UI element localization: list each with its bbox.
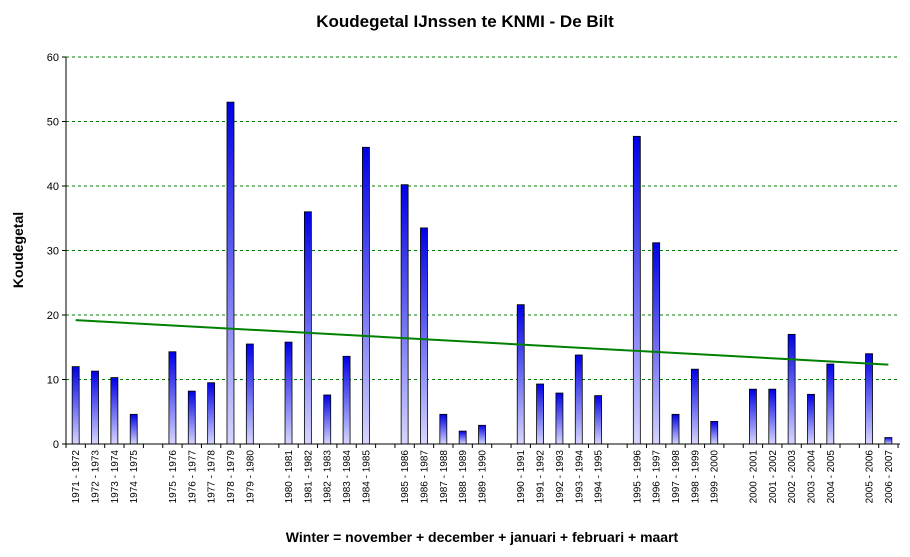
y-tick-label: 10	[47, 375, 59, 387]
bar	[652, 242, 661, 445]
x-tick-label: 1984 - 1985	[361, 450, 372, 504]
bar	[245, 343, 254, 445]
x-tick-label: 2006 - 2007	[884, 450, 895, 504]
x-tick-label: 1987 - 1988	[439, 450, 450, 504]
grid	[66, 56, 900, 380]
x-tick-label: 1973 - 1974	[110, 450, 121, 504]
y-tick-label: 40	[47, 181, 59, 193]
bar	[632, 135, 641, 445]
bar	[400, 184, 409, 445]
bar	[342, 355, 351, 445]
bar	[168, 351, 177, 445]
x-tick-label: 1975 - 1976	[168, 450, 179, 504]
x-tick-label: 1998 - 1999	[690, 450, 701, 504]
bar	[71, 366, 80, 445]
y-tick-label: 0	[53, 439, 59, 451]
bar	[749, 388, 757, 445]
x-tick-label: 1978 - 1979	[226, 450, 237, 504]
bar	[671, 413, 680, 445]
x-tick-label: 1995 - 1996	[632, 450, 643, 504]
x-tick-label: 1989 - 1990	[478, 450, 489, 504]
x-tick-label: 1988 - 1989	[458, 450, 469, 504]
bar	[323, 394, 332, 445]
bar	[536, 383, 544, 445]
bar	[787, 333, 796, 445]
bar	[284, 341, 293, 445]
bar	[110, 377, 119, 445]
bar	[690, 368, 699, 445]
x-ticks: 1971 - 1972 1972 - 1973 1973 - 1974 1974 - …	[65, 444, 899, 504]
x-tick-label: 1976 - 1977	[187, 450, 198, 504]
x-tick-label: 2000 - 2001	[748, 450, 759, 504]
x-tick-label: 1979 - 1980	[245, 450, 256, 504]
x-tick-label: 1992 - 1993	[555, 450, 566, 504]
bar	[884, 437, 893, 445]
bar	[207, 382, 216, 445]
x-tick-label: 1980 - 1981	[284, 450, 295, 504]
x-tick-label: 1985 - 1986	[400, 450, 411, 504]
y-tick-label: 60	[47, 52, 59, 64]
trendline	[75, 319, 889, 366]
bar	[129, 413, 138, 445]
bar	[826, 363, 835, 445]
x-tick-label: 1994 - 1995	[594, 450, 605, 504]
y-ticks: 0 10 20 30 40 50 60	[47, 52, 66, 451]
bar	[478, 424, 486, 445]
bar	[91, 370, 99, 445]
y-tick-label: 20	[47, 310, 59, 322]
y-tick-label: 30	[47, 246, 59, 258]
bar	[420, 227, 428, 445]
bar	[555, 392, 564, 445]
bar	[187, 390, 196, 445]
bar	[516, 304, 525, 445]
bar	[439, 413, 448, 445]
x-tick-label: 1977 - 1978	[207, 450, 218, 504]
bar	[710, 421, 719, 445]
bar	[807, 393, 815, 445]
bar	[458, 430, 467, 445]
bar	[594, 395, 603, 445]
x-tick-label: 2001 - 2002	[768, 450, 779, 504]
x-tick-label: 2005 - 2006	[865, 450, 876, 504]
x-tick-label: 1997 - 1998	[671, 450, 682, 504]
x-tick-label: 1972 - 1973	[91, 450, 102, 504]
x-tick-label: 1999 - 2000	[710, 450, 721, 504]
bar	[362, 146, 370, 445]
y-tick-label: 50	[47, 117, 59, 129]
y-axis-title: Koudegetal	[10, 212, 26, 288]
x-tick-label: 2004 - 2005	[826, 450, 837, 504]
x-tick-label: 1996 - 1997	[652, 450, 663, 504]
bar	[574, 354, 583, 445]
x-tick-label: 2003 - 2004	[806, 450, 817, 504]
bar	[865, 353, 873, 445]
bar	[768, 388, 777, 445]
x-tick-label: 1990 - 1991	[516, 450, 527, 504]
x-tick-label: 1981 - 1982	[303, 450, 314, 504]
x-tick-label: 1971 - 1972	[71, 450, 82, 504]
x-tick-label: 1983 - 1984	[342, 450, 353, 504]
x-tick-label: 1982 - 1983	[323, 450, 334, 504]
bar	[303, 211, 312, 445]
x-axis-title: Winter = november + december + januari +…	[286, 529, 679, 545]
bar	[226, 101, 235, 445]
x-tick-label: 1991 - 1992	[536, 450, 547, 504]
x-tick-label: 1993 - 1994	[574, 450, 585, 504]
bars	[71, 101, 893, 445]
x-tick-label: 2002 - 2003	[787, 450, 798, 504]
x-tick-label: 1986 - 1987	[419, 450, 430, 504]
x-tick-label: 1974 - 1975	[129, 450, 140, 504]
chart-title: Koudegetal IJnssen te KNMI - De Bilt	[316, 12, 614, 31]
trendline-group	[75, 319, 889, 366]
